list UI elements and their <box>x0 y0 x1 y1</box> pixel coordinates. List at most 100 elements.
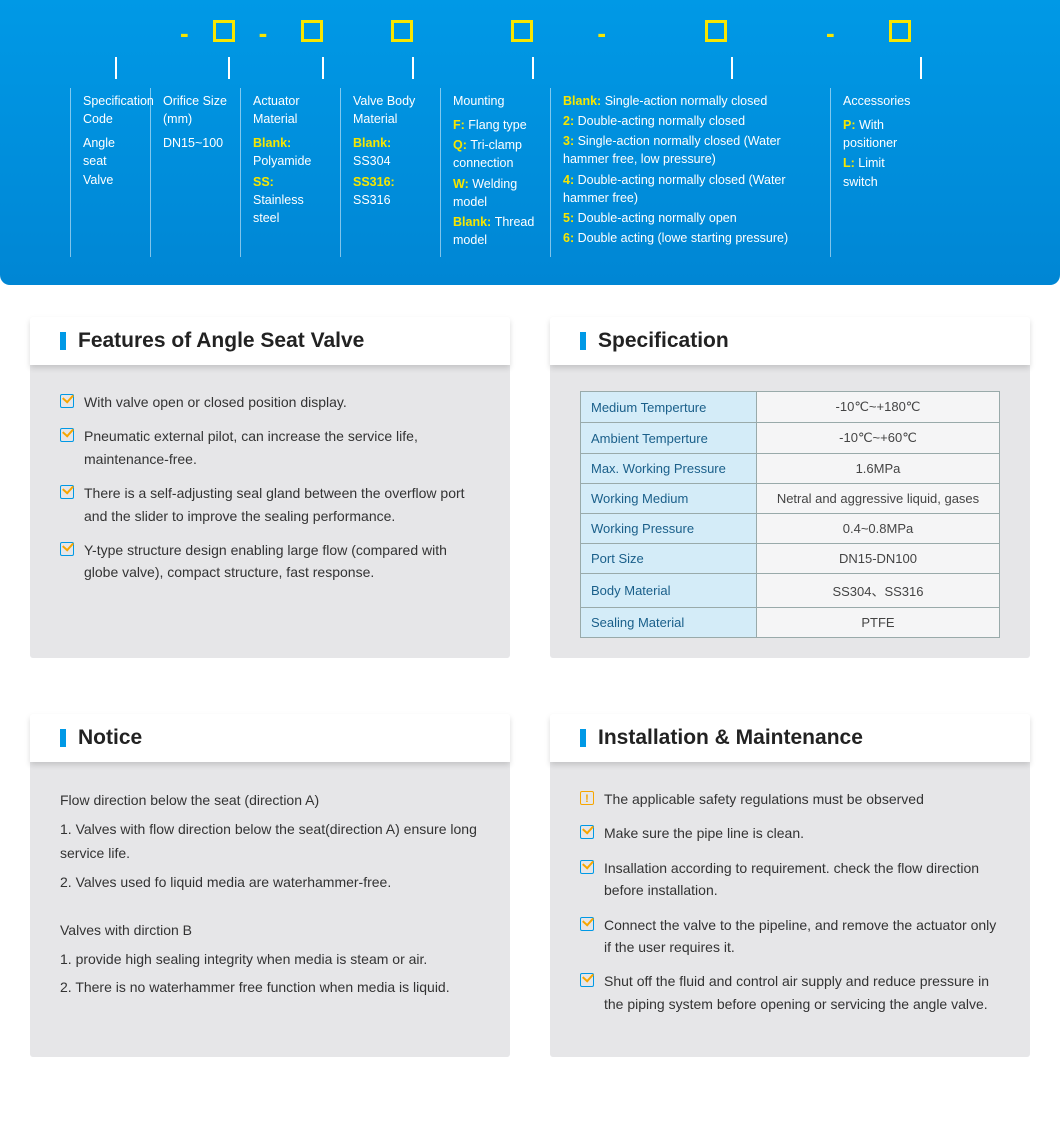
spec-column: Blank: Single-action normally closed2: D… <box>550 88 830 257</box>
card-title: Installation & Maintenance <box>598 726 863 750</box>
table-row: Port SizeDN15-DN100 <box>581 544 1000 574</box>
column-item: 4: Double-acting normally closed (Water … <box>563 171 818 207</box>
column-item: 6: Double acting (lowe starting pressure… <box>563 229 818 247</box>
spec-columns: Specification CodeAngle seat ValveOrific… <box>20 88 1040 257</box>
notice-group-b-title: Valves with dirction B <box>60 918 480 943</box>
tick-row <box>20 57 1040 84</box>
specification-card: Specification Medium Temperture-10℃~+180… <box>550 321 1030 658</box>
check-icon <box>580 860 594 874</box>
feature-text: There is a self-adjusting seal gland bet… <box>84 482 480 527</box>
install-text: Shut off the fluid and control air suppl… <box>604 970 1000 1015</box>
column-item: P: With positioner <box>843 116 918 152</box>
column-item: 5: Double-acting normally open <box>563 209 818 227</box>
notice-body: Flow direction below the seat (direction… <box>60 788 480 1000</box>
spec-label: Body Material <box>581 574 757 608</box>
feature-item: With valve open or closed position displ… <box>60 391 480 413</box>
feature-item: Pneumatic external pilot, can increase t… <box>60 425 480 470</box>
notice-line: 2. Valves used fo liquid media are water… <box>60 870 480 895</box>
notice-line: 2. There is no waterhammer free function… <box>60 975 480 1000</box>
notice-group-a-title: Flow direction below the seat (direction… <box>60 788 480 813</box>
column-title: Specification Code <box>83 92 138 128</box>
card-title: Features of Angle Seat Valve <box>78 329 364 353</box>
spec-column: Valve Body Material Blank: SS304SS316: SS… <box>340 88 440 257</box>
column-title: Valve Body Material <box>353 92 428 128</box>
check-icon <box>580 825 594 839</box>
check-icon <box>580 917 594 931</box>
card-title: Specification <box>598 329 729 353</box>
spec-column: Orifice Size (mm) DN15~100 <box>150 88 240 257</box>
install-item: The applicable safety regulations must b… <box>580 788 1000 810</box>
spec-value: 0.4~0.8MPa <box>756 514 999 544</box>
check-icon <box>60 485 74 499</box>
column-title: Actuator Material <box>253 92 328 128</box>
table-row: Sealing MaterialPTFE <box>581 608 1000 638</box>
install-text: Make sure the pipe line is clean. <box>604 822 804 844</box>
square-icon <box>301 20 323 42</box>
square-icon <box>391 20 413 42</box>
spec-value: PTFE <box>756 608 999 638</box>
spec-value: -10℃~+180℃ <box>756 392 999 423</box>
table-row: Working MediumNetral and aggressive liqu… <box>581 484 1000 514</box>
table-row: Working Pressure0.4~0.8MPa <box>581 514 1000 544</box>
install-text: Connect the valve to the pipeline, and r… <box>604 914 1000 959</box>
square-icon <box>511 20 533 42</box>
spec-label: Medium Temperture <box>581 392 757 423</box>
column-item: W: Welding model <box>453 175 538 211</box>
code-symbol-row: - - - - <box>20 18 1040 49</box>
spec-label: Ambient Temperture <box>581 423 757 454</box>
warn-icon <box>580 791 594 805</box>
table-row: Body MaterialSS304、SS316 <box>581 574 1000 608</box>
spec-label: Port Size <box>581 544 757 574</box>
spec-label: Working Medium <box>581 484 757 514</box>
spec-label: Sealing Material <box>581 608 757 638</box>
spec-value: SS304、SS316 <box>756 574 999 608</box>
column-item: Q: Tri-clamp connection <box>453 136 538 172</box>
dash-icon: - <box>249 18 278 49</box>
spec-column: Mounting F: Flang type Q: Tri-clamp connec… <box>440 88 550 257</box>
dash-icon: - <box>816 18 845 49</box>
features-card: Features of Angle Seat Valve With valve … <box>30 321 510 658</box>
card-title: Notice <box>78 726 142 750</box>
feature-item: Y-type structure design enabling large f… <box>60 539 480 584</box>
column-item: SS316: SS316 <box>353 173 428 209</box>
column-item: F: Flang type <box>453 116 538 134</box>
column-item: 3: Single-action normally closed (Water … <box>563 132 818 168</box>
install-item: Shut off the fluid and control air suppl… <box>580 970 1000 1015</box>
column-item: Blank: Polyamide <box>253 134 328 170</box>
column-title: Orifice Size (mm) <box>163 92 228 128</box>
column-item: SS: Stainless steel <box>253 173 328 227</box>
square-icon <box>705 20 727 42</box>
dash-icon: - <box>170 18 199 49</box>
spec-table: Medium Temperture-10℃~+180℃Ambient Tempe… <box>580 391 1000 638</box>
feature-item: There is a self-adjusting seal gland bet… <box>60 482 480 527</box>
column-title: Mounting <box>453 92 538 110</box>
notice-card: Notice Flow direction below the seat (di… <box>30 718 510 1057</box>
table-row: Ambient Temperture-10℃~+60℃ <box>581 423 1000 454</box>
card-header: Specification <box>550 317 1030 365</box>
install-card: Installation & Maintenance The applicabl… <box>550 718 1030 1057</box>
features-list: With valve open or closed position displ… <box>60 391 480 584</box>
install-list: The applicable safety regulations must b… <box>580 788 1000 1015</box>
card-header: Notice <box>30 714 510 762</box>
card-header: Features of Angle Seat Valve <box>30 317 510 365</box>
install-item: Connect the valve to the pipeline, and r… <box>580 914 1000 959</box>
notice-line: 1. provide high sealing integrity when m… <box>60 947 480 972</box>
column-item: Blank: SS304 <box>353 134 428 170</box>
check-icon <box>580 973 594 987</box>
install-text: Insallation according to requirement. ch… <box>604 857 1000 902</box>
feature-text: Pneumatic external pilot, can increase t… <box>84 425 480 470</box>
dash-icon: - <box>587 18 616 49</box>
spec-value: -10℃~+60℃ <box>756 423 999 454</box>
spec-label: Max. Working Pressure <box>581 454 757 484</box>
spec-code-panel: - - - - Specification CodeAngle seat Val… <box>0 0 1060 285</box>
spec-label: Working Pressure <box>581 514 757 544</box>
column-item: Blank: Single-action normally closed <box>563 92 818 110</box>
square-icon <box>889 20 911 42</box>
notice-line: 1. Valves with flow direction below the … <box>60 817 480 866</box>
table-row: Medium Temperture-10℃~+180℃ <box>581 392 1000 423</box>
column-item: Blank: Thread model <box>453 213 538 249</box>
cards-area: Features of Angle Seat Valve With valve … <box>0 285 1060 1097</box>
feature-text: Y-type structure design enabling large f… <box>84 539 480 584</box>
column-subtitle: DN15~100 <box>163 134 228 152</box>
install-item: Make sure the pipe line is clean. <box>580 822 1000 844</box>
